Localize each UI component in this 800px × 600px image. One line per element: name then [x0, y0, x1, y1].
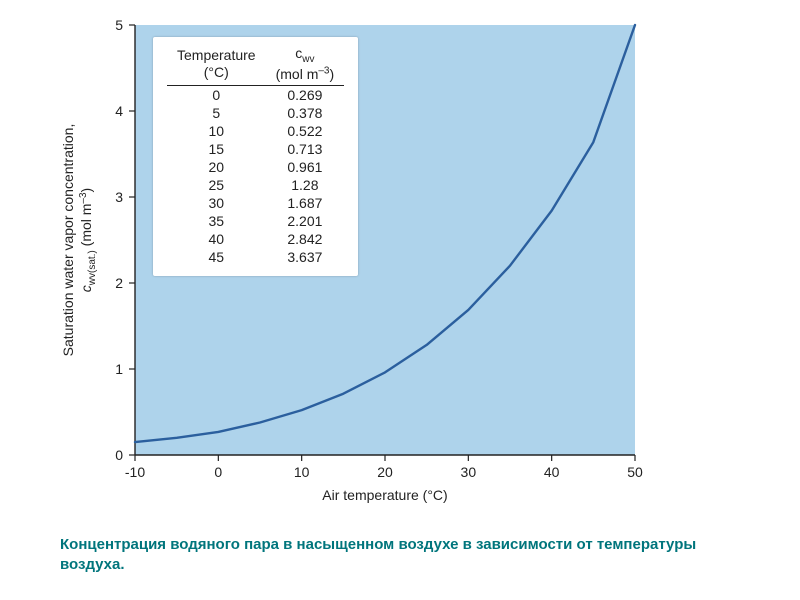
- cell-cwv: 2.201: [266, 212, 345, 230]
- x-tick-label: 50: [627, 464, 643, 480]
- data-table: Temperature (°C) cwv (mol m–3) 00.26950.…: [153, 37, 358, 276]
- cell-temp: 15: [167, 140, 266, 158]
- cell-cwv: 3.637: [266, 248, 345, 266]
- cell-temp: 40: [167, 230, 266, 248]
- cell-temp: 20: [167, 158, 266, 176]
- table-row: 352.201: [167, 212, 344, 230]
- cell-cwv: 0.961: [266, 158, 345, 176]
- table-row: 453.637: [167, 248, 344, 266]
- cell-cwv: 1.687: [266, 194, 345, 212]
- cell-cwv: 0.269: [266, 86, 345, 105]
- cell-temp: 35: [167, 212, 266, 230]
- table-row: 00.269: [167, 86, 344, 105]
- cell-cwv: 2.842: [266, 230, 345, 248]
- cell-cwv: 0.378: [266, 104, 345, 122]
- cell-temp: 25: [167, 176, 266, 194]
- cell-temp: 30: [167, 194, 266, 212]
- y-tick-label: 4: [115, 103, 123, 119]
- table-row: 301.687: [167, 194, 344, 212]
- y-tick-label: 3: [115, 189, 123, 205]
- cell-temp: 0: [167, 86, 266, 105]
- cell-cwv: 0.522: [266, 122, 345, 140]
- x-tick-label: 30: [461, 464, 477, 480]
- table-col2-header: cwv (mol m–3): [266, 45, 345, 86]
- table-row: 150.713: [167, 140, 344, 158]
- cell-temp: 10: [167, 122, 266, 140]
- table-row: 402.842: [167, 230, 344, 248]
- table-row: 100.522: [167, 122, 344, 140]
- x-tick-label: 10: [294, 464, 310, 480]
- x-tick-label: 20: [377, 464, 393, 480]
- cell-temp: 5: [167, 104, 266, 122]
- cell-temp: 45: [167, 248, 266, 266]
- y-tick-label: 1: [115, 361, 123, 377]
- x-axis-label: Air temperature (°C): [322, 487, 447, 503]
- caption-text: Концентрация водяного пара в насыщенном …: [60, 535, 720, 576]
- y-tick-label: 2: [115, 275, 123, 291]
- x-tick-label: 40: [544, 464, 560, 480]
- table-row: 50.378: [167, 104, 344, 122]
- y-tick-label: 0: [115, 447, 123, 463]
- y-axis-label-line2: cwv(sat.) (mol m–3): [78, 188, 98, 292]
- table-col1-header: Temperature (°C): [167, 45, 266, 86]
- x-tick-label: 0: [214, 464, 222, 480]
- table-row: 200.961: [167, 158, 344, 176]
- cell-cwv: 0.713: [266, 140, 345, 158]
- x-tick-label: -10: [125, 464, 145, 480]
- y-axis-label-line1: Saturation water vapor concentration,: [60, 124, 76, 357]
- cell-cwv: 1.28: [266, 176, 345, 194]
- table-row: 251.28: [167, 176, 344, 194]
- y-tick-label: 5: [115, 17, 123, 33]
